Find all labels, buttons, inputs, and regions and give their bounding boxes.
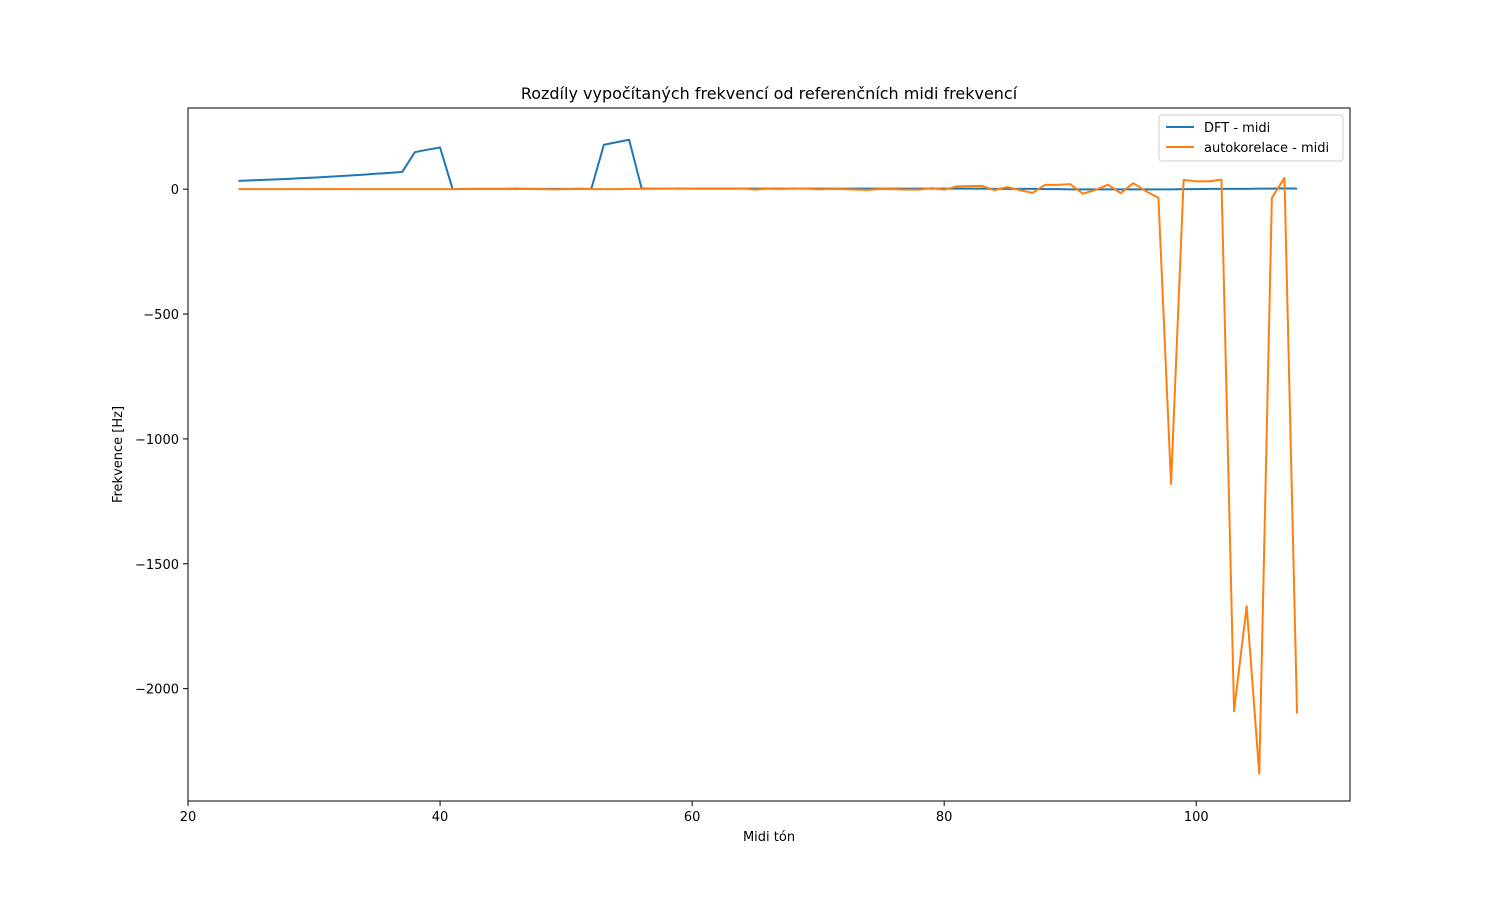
x-tick-label: 40	[432, 810, 449, 825]
y-tick-label: −2000	[135, 683, 179, 698]
x-tick-label: 100	[1184, 810, 1209, 825]
y-axis-label: Frekvence [Hz]	[111, 406, 126, 503]
x-tick-label: 60	[684, 810, 701, 825]
x-axis: 20 40 60 80 100	[180, 801, 1209, 825]
legend-label-2: autokorelace - midi	[1204, 141, 1329, 156]
y-tick-label: −1000	[135, 433, 179, 448]
y-tick-label: −500	[143, 308, 179, 323]
y-tick-label: −1500	[135, 558, 179, 573]
x-tick-label: 80	[936, 810, 953, 825]
legend-box	[1158, 114, 1344, 162]
plot-frame	[187, 107, 1351, 802]
legend-label-1: DFT - midi	[1204, 121, 1270, 136]
x-axis-label: Midi tón	[743, 830, 795, 845]
legend: DFT - midi autokorelace - midi	[1158, 114, 1344, 162]
y-tick-label: 0	[171, 183, 179, 198]
chart-title: Rozdíly vypočítaných frekvencí od refere…	[521, 84, 1018, 103]
series-line-2	[238, 176, 1299, 775]
x-tick-label: 20	[180, 810, 197, 825]
series-layer	[238, 138, 1299, 775]
y-axis: 0 −500 −1000 −1500 −2000	[135, 183, 188, 698]
